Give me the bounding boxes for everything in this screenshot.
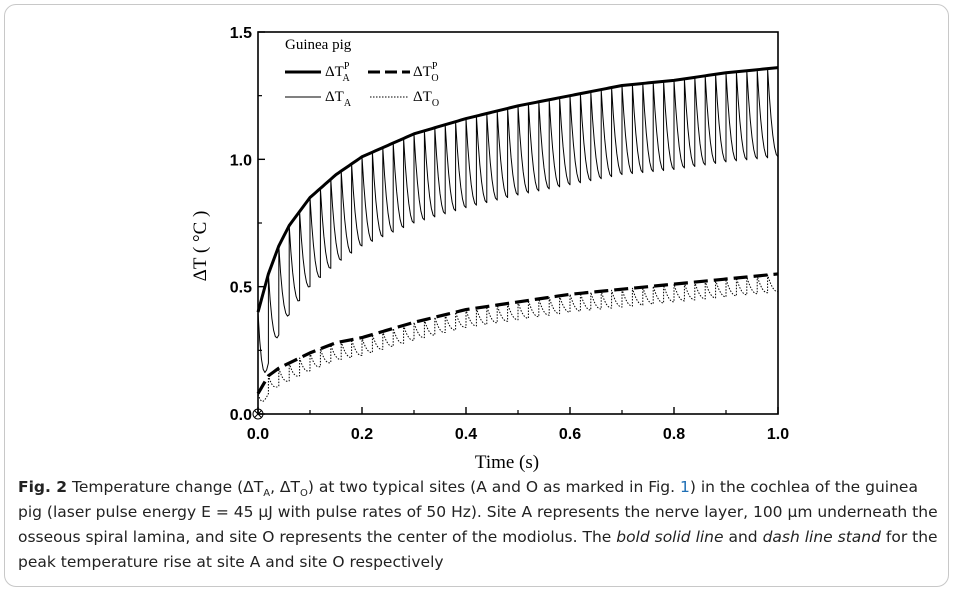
y-tick-label: 0.0 [230,407,252,424]
x-tick-label: 0.4 [455,426,477,443]
series-site-a [257,68,779,414]
series-site-o [257,274,779,414]
legend-title: Guinea pig [285,37,352,53]
figure-frame [4,4,949,587]
legend-label-peak-o-base: ΔT [413,64,432,80]
legend-label-site-o-base: ΔT [413,89,432,105]
y-axis-title: ΔT ( °C ) [190,211,211,282]
legend-label-site-o-sub: O [432,98,439,109]
legend-label-site-o: ΔTO [413,89,439,109]
caption-text-4: ) in the cochlea of the guinea pig (lase… [18,478,938,546]
legend-label-peak-o-sub: O [431,73,438,84]
legend-label-peak-a-base: ΔT [325,64,344,80]
caption-figure-link[interactable]: 1 [680,478,690,496]
legend-label-peak-a: ΔTP A [325,61,350,84]
x-tick-label: 0.2 [351,426,373,443]
x-axis-title: Time (s) [475,452,539,473]
series-layer [252,66,779,420]
x-tick-label: 0.8 [663,426,685,443]
figure-caption: Fig. 2 Temperature change (ΔTA, ΔTO) at … [18,475,938,575]
caption-text-2: , ΔT [270,478,300,496]
caption-emphasis-dash-line: dash line stand [762,528,881,546]
x-tick-label: 0.0 [247,426,269,443]
caption-emphasis-bold-line: bold solid line [616,528,724,546]
caption-fig-label: Fig. 2 [18,478,68,496]
legend-label-site-a-base: ΔT [325,89,344,105]
y-tick-label: 1.5 [230,25,252,42]
legend-label-peak-o: ΔTP O [413,61,439,84]
y-tick-label: 0.5 [230,280,252,297]
caption-text-1: Temperature change (ΔT [67,478,264,496]
legend-label-peak-a-sub: A [342,73,350,84]
x-tick-label: 0.6 [559,426,581,443]
y-tick-label: 1.0 [230,152,252,169]
caption-text-3: ) at two typical sites (A and O as marke… [307,478,680,496]
caption-text-6: for the peak temperature rise at site A … [18,528,938,571]
plot-area: 0.0 0.2 0.4 0.6 0.8 1.0 0.0 0.5 1.0 1.5 [230,25,789,443]
legend-label-site-a: ΔTA [325,89,352,109]
x-tick-label: 1.0 [767,426,789,443]
series-peak-site-o [256,272,779,395]
caption-text-5: and [723,528,763,546]
legend-label-site-a-sub: A [344,98,352,109]
legend: Guinea pig ΔTP A ΔTP O ΔTA ΔTO [285,37,439,109]
series-peak-site-a [256,66,779,313]
legend-label-peak-a-sup: P [344,61,350,72]
caption-sub-a: A [263,488,271,500]
caption-sub-o: O [300,488,308,500]
legend-label-peak-o-sup: P [432,61,438,72]
tick-layer: 0.0 0.2 0.4 0.6 0.8 1.0 0.0 0.5 1.0 1.5 [230,25,789,443]
